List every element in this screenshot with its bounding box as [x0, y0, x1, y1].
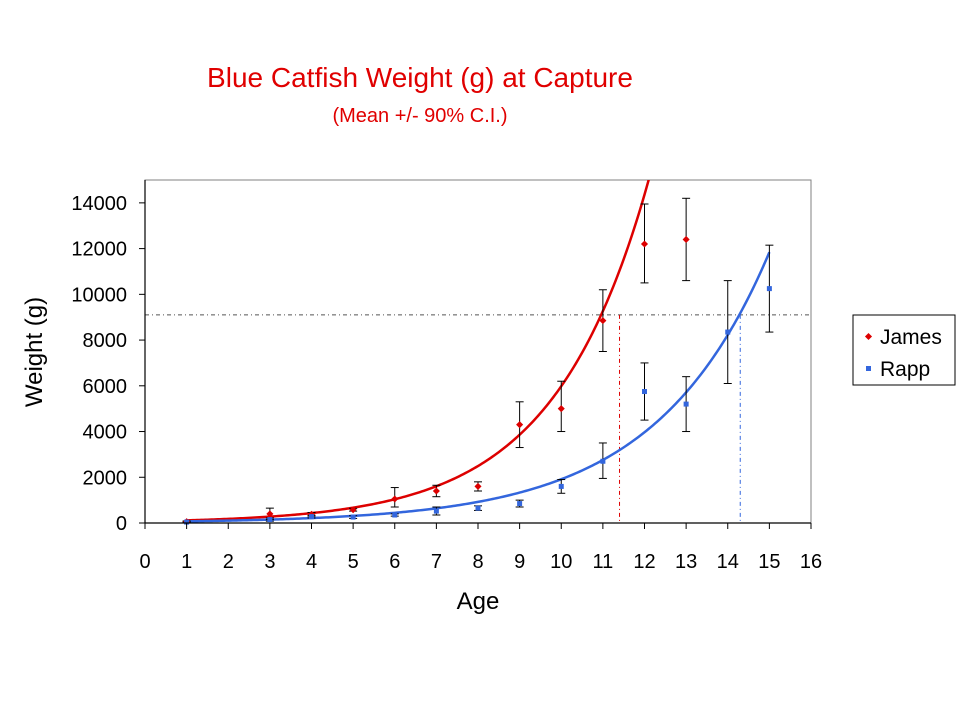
x-tick-label: 15	[758, 551, 780, 573]
data-point-james	[682, 235, 690, 243]
data-point-rapp	[475, 505, 481, 511]
data-point-james	[349, 506, 357, 514]
y-tick-label: 8000	[83, 330, 128, 352]
data-point-rapp	[392, 512, 398, 518]
x-tick-label: 9	[514, 551, 525, 573]
data-point-rapp	[642, 389, 647, 395]
legend-marker-rapp	[866, 366, 871, 371]
data-point-james	[266, 510, 274, 518]
x-tick-label: 8	[472, 551, 483, 573]
data-point-james	[516, 421, 524, 429]
data-point-james	[391, 495, 399, 503]
reference-lines	[145, 314, 811, 523]
fit-curve-rapp	[186, 251, 771, 523]
x-tick-label: 12	[633, 551, 655, 573]
legend-marker-james	[864, 332, 873, 341]
x-tick-label: 14	[717, 551, 739, 573]
y-tick-label: 14000	[71, 193, 127, 215]
x-tick-label: 4	[306, 551, 317, 573]
data-point-rapp	[309, 514, 314, 520]
data-point-james	[599, 317, 607, 325]
x-tick-label: 13	[675, 551, 697, 573]
legend: James Rapp	[852, 314, 956, 386]
data-point-rapp	[433, 508, 439, 514]
x-tick-label: 3	[264, 551, 275, 573]
data-point-rapp	[766, 286, 772, 292]
data-point-rapp	[558, 483, 564, 489]
data-point-rapp	[350, 514, 356, 520]
data-point-rapp	[267, 517, 273, 523]
data-point-james	[474, 482, 482, 490]
x-tick-label: 16	[800, 551, 822, 573]
y-tick-label: 6000	[83, 376, 128, 398]
x-tick-label: 7	[431, 551, 442, 573]
data-point-james	[640, 240, 649, 248]
data-markers	[183, 235, 772, 526]
y-tick-label: 10000	[71, 284, 127, 306]
chart-title: Blue Catfish Weight (g) at Capture	[207, 62, 633, 93]
y-ticks: 0 2000 4000 6000 8000 10000 12000 14000	[71, 193, 145, 535]
data-point-james	[432, 487, 440, 495]
data-point-rapp	[517, 501, 523, 507]
x-tick-label: 1	[181, 551, 192, 573]
chart-subtitle: (Mean +/- 90% C.I.)	[332, 105, 507, 127]
y-tick-label: 12000	[71, 239, 127, 261]
data-point-rapp	[600, 458, 606, 464]
data-point-rapp	[184, 519, 190, 525]
x-tick-label: 2	[223, 551, 234, 573]
legend-box	[852, 314, 956, 386]
y-axis-label: Weight (g)	[21, 297, 48, 407]
data-point-rapp	[683, 401, 689, 407]
x-ticks: 0 1 2 3 4 5 6 7 8 9 10 11 12 13 14 15 16	[139, 523, 822, 573]
legend-label-james: James	[880, 326, 942, 349]
y-tick-label: 4000	[83, 422, 128, 444]
data-point-rapp	[725, 329, 731, 335]
y-tick-label: 2000	[83, 467, 128, 489]
x-tick-label: 10	[550, 551, 572, 573]
x-tick-label: 0	[139, 551, 150, 573]
x-tick-label: 5	[348, 551, 359, 573]
legend-label-rapp: Rapp	[880, 358, 930, 381]
x-tick-label: 11	[592, 551, 613, 573]
x-tick-label: 6	[389, 551, 400, 573]
plot-area	[144, 179, 812, 524]
x-axis-label: Age	[457, 588, 500, 615]
y-tick-label: 0	[116, 513, 127, 535]
data-point-james	[557, 405, 565, 413]
